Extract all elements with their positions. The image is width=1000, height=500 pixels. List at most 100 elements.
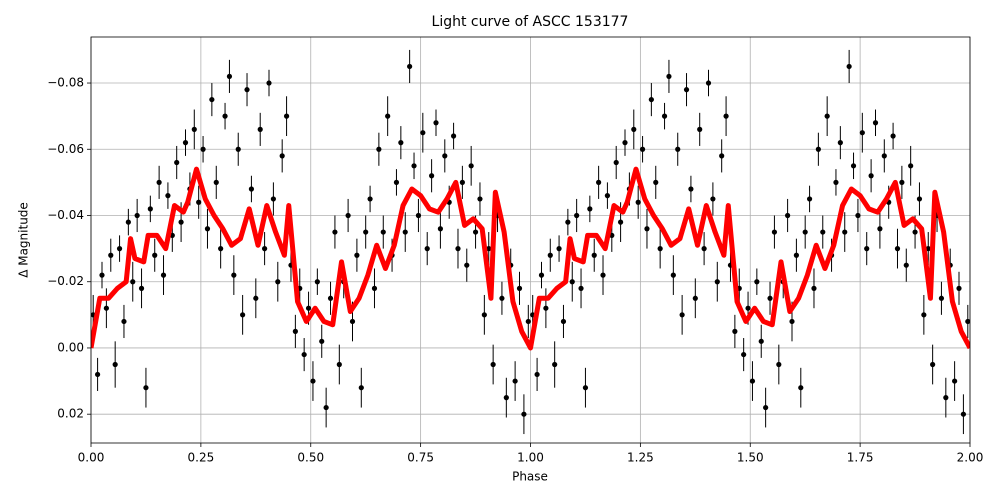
data-point (349, 318, 356, 325)
data-point (240, 312, 246, 318)
data-point (785, 212, 791, 219)
data-point (292, 328, 298, 334)
data-point (723, 113, 729, 119)
data-point (112, 361, 118, 368)
data-point (846, 63, 852, 70)
data-point (134, 212, 140, 219)
y-tick-label: −0.02 (47, 274, 84, 288)
data-point (578, 285, 584, 291)
x-tick-label: 0.25 (188, 451, 215, 465)
data-point (433, 120, 439, 126)
grid (90, 37, 971, 443)
data-point (653, 179, 659, 185)
data-point (262, 246, 268, 252)
data-point (182, 140, 189, 146)
plot-frame (90, 36, 971, 444)
data-point (714, 279, 720, 285)
data-point (477, 196, 483, 202)
data-point (894, 246, 901, 252)
data-point (582, 385, 589, 391)
data-point (178, 219, 184, 225)
data-point (481, 312, 487, 318)
data-point (644, 226, 650, 232)
data-point (657, 246, 663, 252)
data-point (930, 361, 936, 368)
data-point (872, 120, 879, 126)
data-point (486, 246, 492, 252)
data-point (943, 395, 949, 401)
x-tick-label: 1.00 (517, 451, 544, 465)
data-point (429, 173, 435, 179)
data-point (833, 179, 839, 185)
data-point (248, 186, 255, 192)
data-point (226, 73, 233, 80)
x-tick-label: 0.75 (407, 451, 434, 465)
data-point (103, 305, 109, 311)
data-point (367, 196, 373, 202)
x-tick-label: 1.25 (627, 451, 654, 465)
data-point (301, 351, 307, 358)
data-point (899, 179, 905, 185)
data-point (345, 212, 351, 219)
data-point (319, 338, 325, 344)
data-point (244, 87, 250, 93)
data-point (798, 385, 804, 391)
data-point (824, 113, 830, 119)
data-point (156, 179, 162, 185)
data-point (965, 318, 970, 325)
data-point (385, 113, 391, 119)
x-tick-label: 1.50 (737, 451, 764, 465)
data-point (859, 130, 865, 136)
y-axis-label: Δ Magnitude (17, 202, 31, 278)
data-point (745, 305, 751, 311)
data-point (675, 146, 681, 152)
data-point (213, 179, 219, 185)
data-point (279, 153, 285, 159)
data-point (371, 285, 378, 291)
y-tick-label: 0.02 (57, 407, 84, 421)
data-point (191, 126, 197, 132)
data-point (512, 378, 518, 384)
data-point (121, 318, 127, 325)
data-point (604, 193, 611, 199)
data-point (283, 113, 290, 119)
data-point (218, 246, 224, 252)
data-point (767, 295, 773, 301)
data-point (108, 252, 114, 258)
data-point (683, 87, 690, 93)
data-point (732, 328, 738, 334)
data-point (222, 113, 228, 119)
data-point (310, 378, 316, 384)
data-point (771, 229, 778, 235)
data-point (147, 206, 153, 212)
plot-area (91, 49, 970, 435)
data-point (556, 246, 562, 252)
y-tick-label: −0.08 (47, 76, 84, 90)
data-point (455, 246, 461, 252)
data-point (837, 140, 843, 146)
data-point (402, 229, 408, 235)
data-point (231, 272, 237, 278)
data-point (908, 163, 914, 169)
data-point (890, 133, 896, 139)
data-point (815, 146, 821, 152)
data-point (903, 262, 909, 268)
data-point (200, 146, 206, 152)
data-point (617, 219, 624, 225)
data-point (380, 229, 386, 235)
data-point (437, 226, 444, 232)
data-point (679, 312, 685, 318)
data-point (806, 196, 813, 202)
data-point (138, 285, 145, 291)
data-point (864, 246, 870, 252)
data-point (639, 146, 646, 152)
y-tick-label: −0.04 (47, 208, 84, 222)
data-point (516, 285, 523, 291)
data-point (499, 295, 505, 301)
data-point (393, 179, 400, 185)
x-tick-label: 0.50 (297, 451, 324, 465)
data-point (956, 285, 962, 291)
data-point (253, 295, 259, 301)
data-point (125, 219, 131, 225)
data-point (938, 295, 945, 301)
